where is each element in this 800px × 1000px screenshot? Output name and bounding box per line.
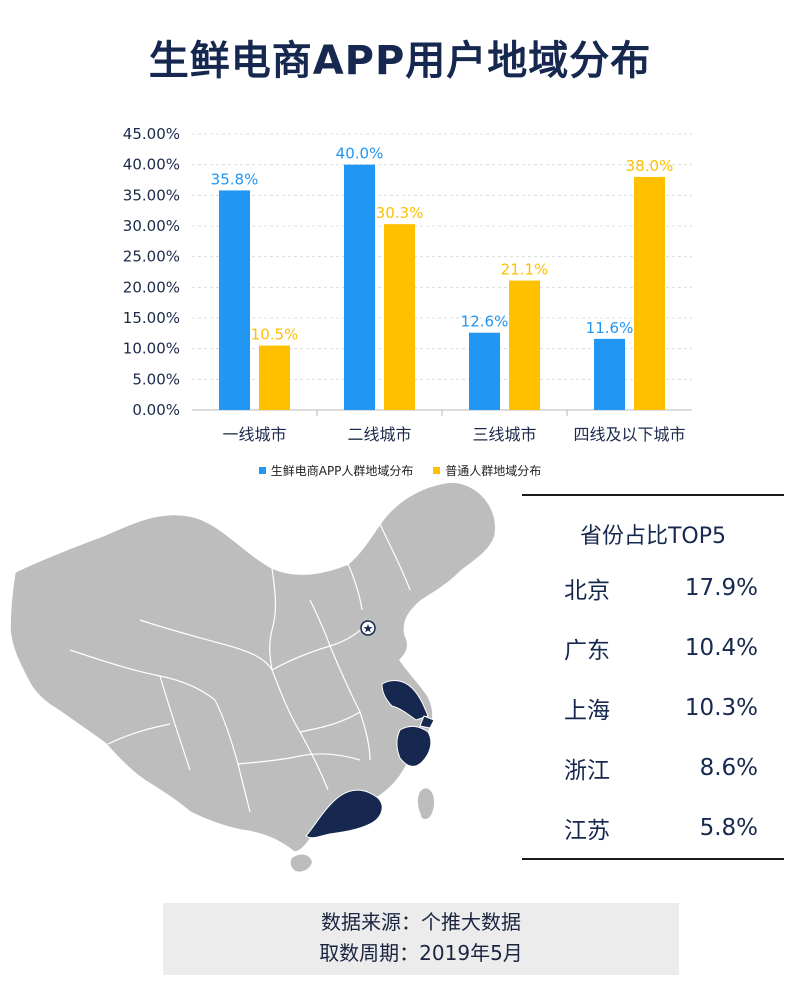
top5-province: 上海 (564, 698, 610, 724)
top5-province: 广东 (564, 638, 610, 664)
top5-title: 省份占比TOP5 (579, 524, 727, 549)
chart-legend: 生鲜电商APP人群地域分布 普通人群地域分布 (0, 462, 800, 479)
page-title: 生鲜电商APP用户地域分布 (148, 38, 652, 84)
legend-label-general: 普通人群地域分布 (445, 464, 542, 478)
star-icon: ★ (363, 622, 374, 636)
top5-row: 浙江 8.6% (522, 738, 784, 798)
data-label: 30.3% (376, 204, 424, 222)
data-period-line: 取数周期：2019年5月 (319, 941, 523, 965)
top5-row: 江苏 5.8% (522, 798, 784, 858)
top5-row: 上海 10.3% (522, 678, 784, 738)
legend-swatch-general (433, 467, 441, 474)
legend-label-app: 生鲜电商APP人群地域分布 (270, 464, 414, 478)
y-tick-label: 0.00% (132, 401, 180, 419)
bar (259, 345, 290, 410)
data-label: 12.6% (461, 313, 509, 331)
y-tick-label: 40.00% (123, 156, 180, 174)
data-label: 10.5% (251, 326, 299, 344)
y-tick-label: 10.00% (123, 340, 180, 358)
y-tick-label: 15.00% (123, 309, 180, 327)
y-tick-label: 30.00% (123, 217, 180, 235)
x-tick-label: 三线城市 (472, 425, 536, 444)
x-tick-label: 一线城市 (222, 425, 286, 444)
map-island-hainan (290, 854, 312, 872)
top5-value: 10.4% (684, 635, 758, 661)
y-tick-label: 20.00% (123, 278, 180, 296)
map-mainland (10, 481, 497, 853)
bar-chart: 0.00% 5.00% 10.00% 15.00% 20.00% 25.00% 30.00%… (123, 125, 692, 444)
bar (509, 280, 540, 410)
map-region-shanghai (419, 715, 435, 729)
bar (594, 338, 625, 410)
y-tick-label: 45.00% (123, 125, 180, 143)
top5-row: 广东 10.4% (522, 618, 784, 678)
map-region-jiangsu (381, 680, 429, 721)
data-source-box: 数据来源：个推大数据 取数周期：2019年5月 (163, 903, 679, 975)
beijing-marker (360, 620, 376, 636)
china-map: ★ (10, 481, 497, 872)
bar (219, 190, 250, 410)
top5-value: 10.3% (684, 695, 758, 721)
top5-value: 8.6% (699, 755, 758, 781)
top5-value: 17.9% (684, 575, 758, 601)
top5-panel: 省份占比TOP5 北京 17.9% 广东 10.4% 上海 10.3% 浙江 8… (522, 494, 784, 860)
top5-province: 江苏 (564, 818, 610, 844)
top5-row: 北京 17.9% (522, 558, 784, 618)
y-tick-label: 25.00% (123, 248, 180, 266)
map-island-taiwan (417, 788, 434, 820)
data-label: 35.8% (211, 170, 259, 188)
top5-province: 北京 (564, 578, 610, 604)
data-label: 38.0% (626, 157, 674, 175)
data-label: 21.1% (501, 261, 549, 279)
data-label: 11.6% (586, 319, 634, 337)
map-region-zhejiang (396, 725, 432, 767)
bar (469, 332, 500, 410)
y-tick-label: 5.00% (132, 370, 180, 388)
bar (344, 164, 375, 410)
x-tick-label: 二线城市 (347, 425, 411, 444)
province-boundaries (69, 523, 411, 813)
legend-item-app: 生鲜电商APP人群地域分布 (258, 462, 414, 479)
y-tick-label: 35.00% (123, 186, 180, 204)
map-region-guangdong (305, 789, 383, 839)
bar (634, 176, 665, 410)
data-source-line: 数据来源：个推大数据 (321, 910, 521, 934)
top5-value: 5.8% (699, 815, 758, 841)
legend-item-general: 普通人群地域分布 (433, 462, 541, 479)
legend-swatch-app (258, 467, 266, 474)
bar (384, 224, 415, 410)
top5-province: 浙江 (564, 758, 610, 784)
data-label: 40.0% (336, 145, 384, 163)
x-tick-label: 四线及以下城市 (573, 425, 685, 444)
